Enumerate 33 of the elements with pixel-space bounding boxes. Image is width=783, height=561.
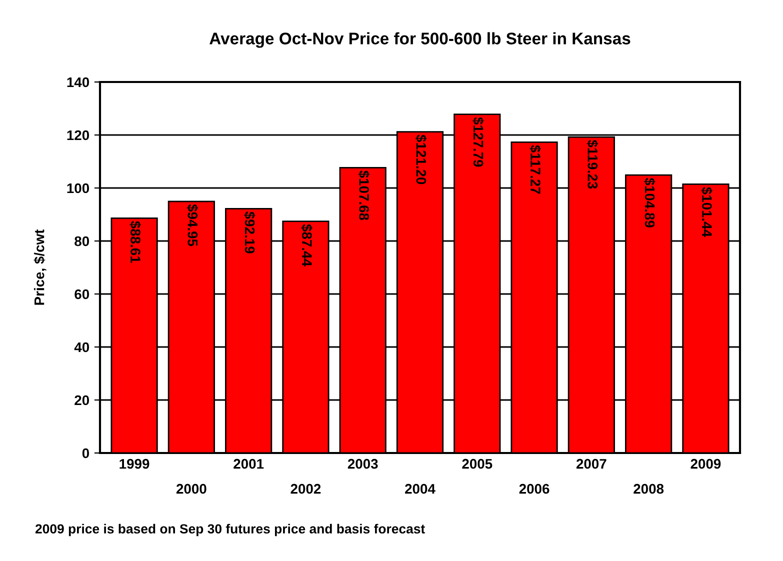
x-tick-label: 2006 bbox=[519, 484, 550, 494]
x-tick-label: 2009 bbox=[690, 458, 721, 469]
y-tick-label: 20 bbox=[74, 395, 90, 406]
y-tick-label: 140 bbox=[67, 77, 90, 88]
data-label: $107.68 bbox=[358, 170, 370, 220]
text: 2009 price is based on Sep 30 futures price and basis forecast bbox=[35, 524, 425, 536]
data-label: $117.27 bbox=[530, 145, 541, 194]
y-tick-label: 60 bbox=[74, 289, 90, 300]
data-label: $88.61 bbox=[130, 221, 141, 263]
data-label: $127.79 bbox=[472, 117, 484, 167]
x-tick-label: 2004 bbox=[405, 484, 436, 494]
data-label: $104.89 bbox=[644, 178, 656, 228]
x-tick-label: 1999 bbox=[120, 458, 150, 469]
x-tick-label: 2005 bbox=[462, 458, 492, 469]
data-label: $119.23 bbox=[586, 140, 598, 189]
x-tick-label: 2001 bbox=[234, 458, 264, 469]
y-tick-label: 120 bbox=[67, 130, 90, 140]
data-label: $94.95 bbox=[186, 204, 198, 246]
y-tick-label: 80 bbox=[74, 236, 90, 246]
data-label: $101.44 bbox=[701, 187, 712, 237]
y-tick-label: 0 bbox=[82, 448, 90, 458]
chart-title: Average Oct-Nov Price for 500-600 lb Steer in Kansas bbox=[210, 32, 630, 48]
x-tick-label: 2000 bbox=[176, 484, 206, 494]
x-tick-label: 2007 bbox=[576, 458, 606, 469]
y-tick-label: 100 bbox=[67, 183, 90, 194]
x-tick-label: 2003 bbox=[348, 458, 378, 469]
data-label: $92.19 bbox=[244, 212, 256, 254]
y-tick-label: 40 bbox=[74, 342, 90, 352]
x-tick-label: 2008 bbox=[634, 484, 664, 494]
data-label: $121.20 bbox=[415, 134, 427, 184]
y-axis-title: Price, $/cwt bbox=[34, 229, 46, 305]
x-tick-label: 2002 bbox=[290, 484, 321, 494]
data-label: $87.44 bbox=[301, 224, 312, 266]
